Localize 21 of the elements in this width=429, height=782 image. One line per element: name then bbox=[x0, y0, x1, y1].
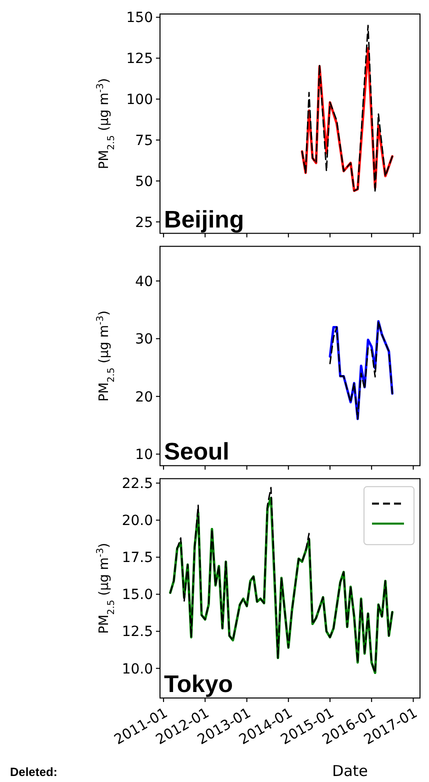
y-tick-label: 12.5 bbox=[122, 624, 153, 640]
text: Tokyo bbox=[164, 671, 233, 698]
y-tick-label: 20 bbox=[135, 389, 153, 406]
y-tick-label: 150 bbox=[126, 10, 153, 26]
text: Deleted: bbox=[10, 765, 58, 779]
y-tick-label: 100 bbox=[126, 92, 153, 108]
y-tick-label: 22.5 bbox=[122, 476, 153, 492]
y-tick-label: 25 bbox=[135, 214, 153, 231]
y-tick-label: 40 bbox=[135, 274, 153, 290]
y-tick-label: 125 bbox=[126, 51, 153, 68]
y-tick-label: 30 bbox=[135, 332, 153, 348]
x-axis-title: Date bbox=[332, 762, 368, 780]
y-tick-label: 75 bbox=[135, 132, 153, 149]
y-tick-label: 10 bbox=[135, 447, 153, 464]
y-tick-label: 15.0 bbox=[122, 587, 153, 604]
y-tick-label: 10.0 bbox=[122, 661, 153, 678]
text: Seoul bbox=[164, 438, 230, 466]
y-tick-label: 50 bbox=[135, 174, 153, 190]
text: Beijing bbox=[164, 206, 244, 234]
y-tick-label: 20.0 bbox=[122, 513, 153, 530]
y-tick-label: 17.5 bbox=[122, 550, 153, 566]
